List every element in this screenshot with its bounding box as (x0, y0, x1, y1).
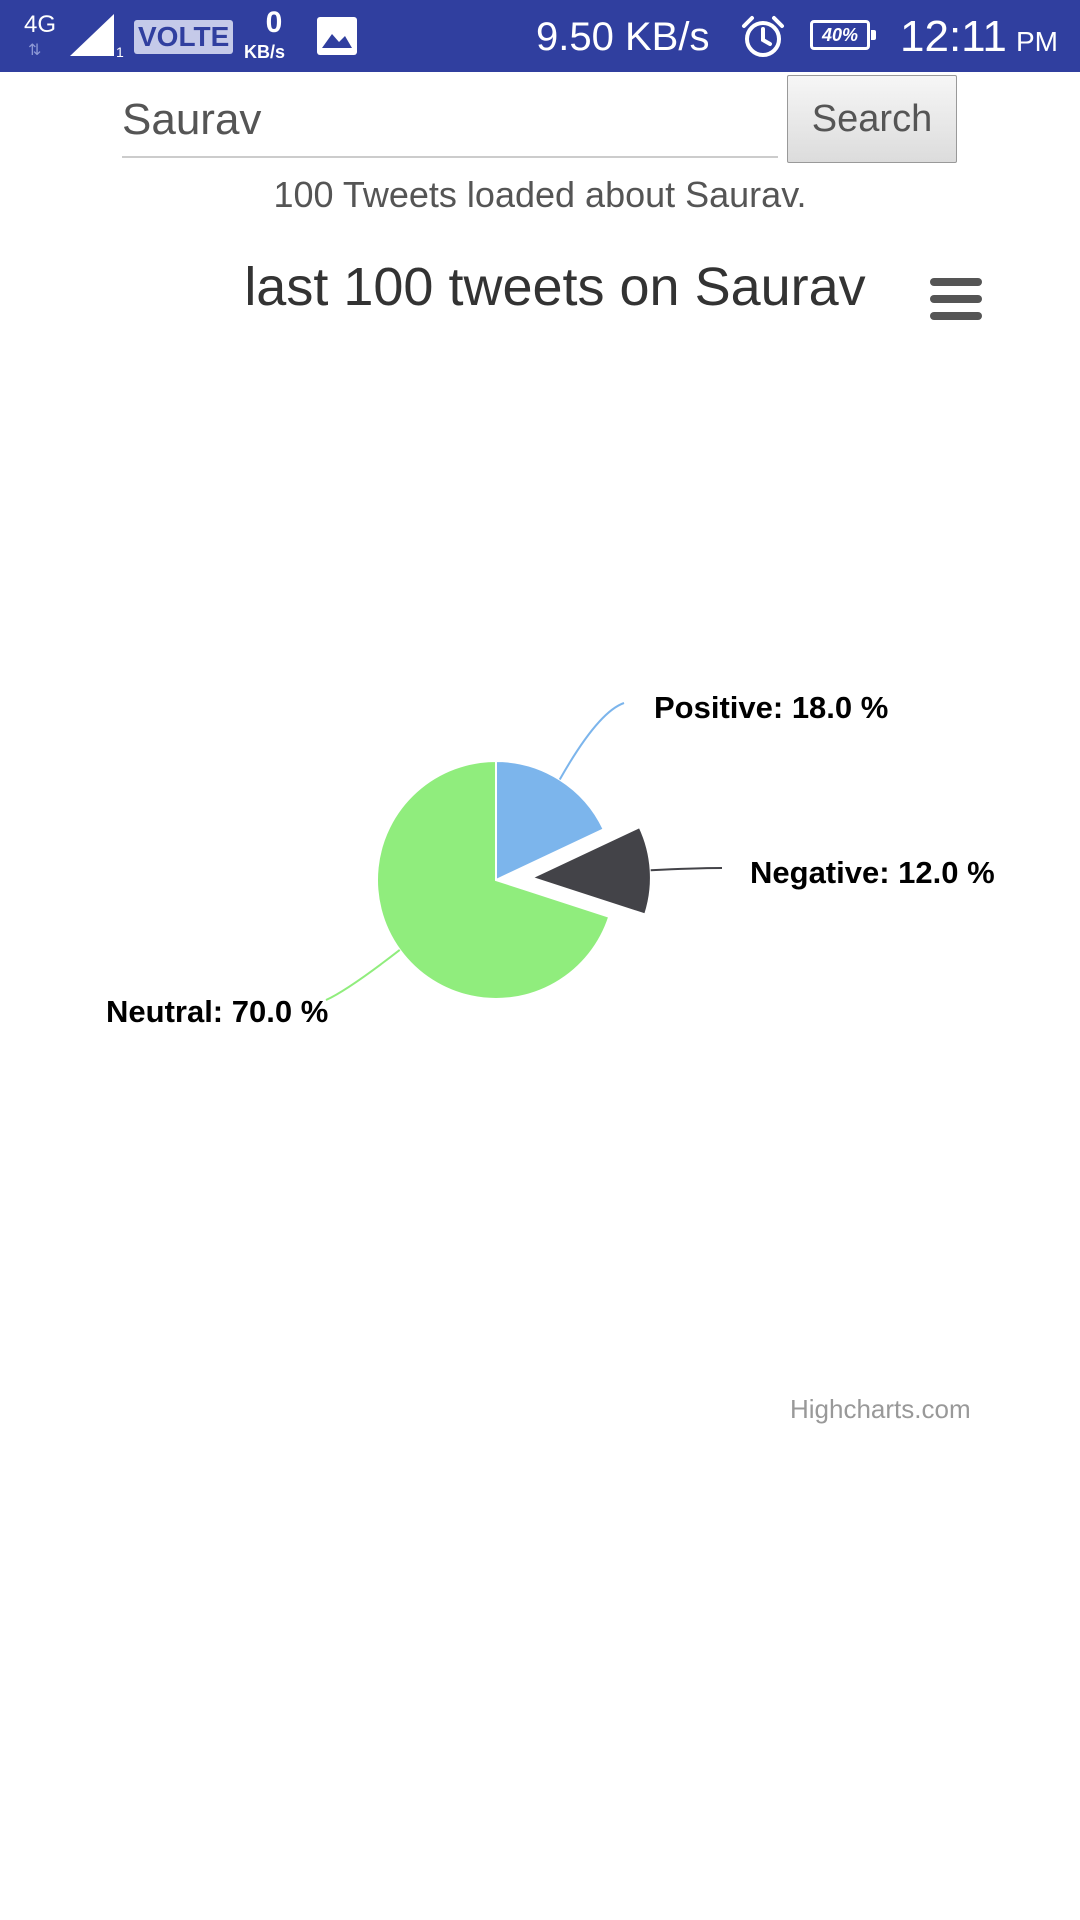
image-icon (317, 17, 357, 55)
signal-icon (70, 14, 114, 56)
search-input[interactable] (122, 84, 778, 158)
network-type: 4G (24, 11, 57, 38)
chart-credits[interactable]: Highcharts.com (790, 1394, 971, 1424)
chart-title: last 100 tweets on Saurav (244, 257, 866, 317)
battery-icon: 40% (810, 20, 876, 50)
battery-level: 40% (821, 25, 859, 45)
connector-neutral (325, 949, 401, 1001)
data-label-negative: Negative: 12.0 % (750, 855, 995, 890)
pie-slice-neutral[interactable] (376, 759, 611, 1000)
data-arrows-icon: ⇅ (28, 42, 43, 59)
connector-negative (650, 867, 723, 872)
kbs-value: 0 (265, 6, 283, 39)
tweets-loaded-message: 100 Tweets loaded about Saurav. (273, 174, 807, 215)
sim-number: 1 (116, 44, 124, 60)
network-speed: 9.50 KB/s (536, 15, 710, 59)
volte-badge: VOLTE (134, 20, 234, 54)
chart-menu-icon[interactable] (930, 278, 982, 320)
pie-slice-negative[interactable] (529, 825, 652, 916)
kbs-unit: KB/s (244, 42, 286, 62)
pie-slice-positive[interactable] (495, 759, 606, 882)
status-bar: 4G ⇅ 1 VOLTE 0 KB/s 9.50 KB/s 40% 12:11 … (0, 0, 1080, 72)
alarm-icon (742, 16, 784, 57)
search-button[interactable]: Search (787, 75, 957, 163)
data-label-positive: Positive: 18.0 % (654, 690, 889, 725)
connector-positive (558, 702, 625, 781)
clock-time: 12:11 (900, 12, 1007, 61)
clock-ampm: PM (1016, 26, 1058, 57)
data-label-neutral: Neutral: 70.0 % (106, 994, 329, 1029)
